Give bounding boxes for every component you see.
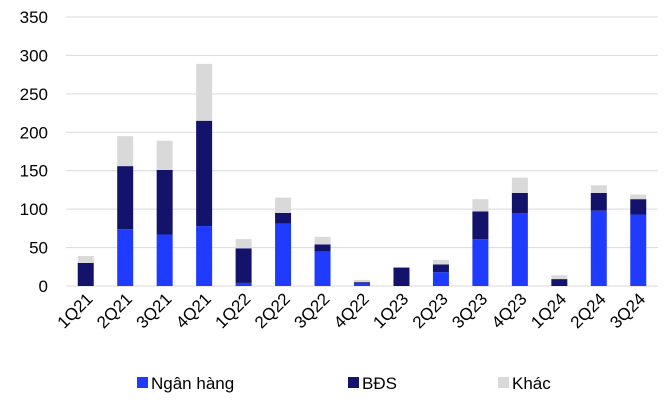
legend-label: Ngân hàng	[151, 374, 234, 393]
x-tick-label: 1Q24	[527, 289, 570, 332]
legend: Ngân hàng BĐS Khác	[137, 374, 551, 393]
bar-segment	[156, 169, 173, 235]
bar-segment	[314, 244, 331, 252]
bar-segment	[393, 267, 410, 286]
bar-segment	[511, 193, 528, 213]
bar-segment	[432, 272, 449, 286]
bar-segment	[275, 212, 292, 224]
bar-segment	[472, 199, 489, 212]
bar-segment	[77, 256, 94, 263]
y-tick-label: 300	[20, 46, 48, 65]
x-tick-label: 2Q22	[251, 289, 294, 332]
bar-segment	[472, 211, 489, 240]
bar-segment	[472, 239, 489, 286]
x-tick-label: 3Q21	[133, 289, 176, 332]
bar-segment	[354, 283, 370, 286]
x-tick-label: 4Q22	[330, 289, 373, 332]
bar-segment	[590, 193, 607, 211]
bar-segment	[77, 262, 94, 286]
y-tick-label: 350	[20, 8, 48, 27]
y-tick-label: 0	[39, 277, 48, 296]
bar-segment	[117, 166, 134, 230]
legend-swatch	[498, 377, 509, 388]
bar-segment	[630, 214, 647, 286]
bar-segment	[314, 236, 331, 245]
bar-segment	[196, 120, 213, 227]
bar-segment	[156, 234, 173, 286]
bar-segment	[156, 140, 173, 170]
bar-segment	[235, 239, 252, 249]
x-tick-label: 3Q23	[448, 289, 491, 332]
y-tick-label: 250	[20, 85, 48, 104]
y-tick-label: 50	[29, 239, 48, 258]
x-tick-label: 2Q21	[93, 289, 136, 332]
bar-segment	[511, 212, 528, 286]
bar-segment	[354, 279, 370, 283]
x-tick-label: 1Q23	[369, 289, 412, 332]
bar-segment	[432, 264, 449, 273]
x-tick-label: 3Q24	[606, 289, 649, 332]
bar-segment	[551, 279, 568, 286]
bar-segment	[511, 177, 528, 194]
bar-segment	[354, 282, 370, 284]
bar-segment	[551, 275, 568, 280]
bar-segment	[196, 226, 213, 286]
bar-segment	[432, 259, 449, 265]
legend-label: Khác	[512, 374, 551, 393]
legend-label: BĐS	[362, 374, 397, 393]
bar-segment	[630, 194, 647, 200]
bar-segment	[235, 282, 252, 286]
gridlines	[66, 16, 658, 287]
x-axis-ticks: 1Q212Q213Q214Q211Q222Q223Q224Q221Q232Q23…	[54, 289, 649, 332]
bar-segment	[117, 136, 134, 167]
bar-segment	[630, 199, 647, 215]
x-tick-label: 4Q23	[488, 289, 531, 332]
bars	[77, 63, 647, 286]
bar-segment	[196, 63, 213, 121]
y-tick-label: 150	[20, 162, 48, 181]
bar-segment	[314, 251, 331, 286]
legend-swatch	[348, 377, 359, 388]
y-tick-label: 100	[20, 200, 48, 219]
bar-segment	[275, 223, 292, 286]
x-tick-label: 4Q21	[172, 289, 215, 332]
legend-swatch	[137, 377, 148, 388]
bar-segment	[275, 197, 292, 213]
x-tick-label: 1Q21	[54, 289, 97, 332]
bar-segment	[590, 210, 607, 286]
x-tick-label: 2Q23	[409, 289, 452, 332]
y-tick-label: 200	[20, 123, 48, 142]
bar-segment	[590, 185, 607, 194]
x-tick-label: 3Q22	[291, 289, 334, 332]
x-tick-label: 1Q22	[212, 289, 255, 332]
x-tick-label: 2Q24	[567, 289, 610, 332]
bar-segment	[117, 229, 134, 286]
y-axis-ticks: 0 50 100 150 200 250 300 350	[20, 8, 48, 296]
bar-segment	[235, 248, 252, 283]
